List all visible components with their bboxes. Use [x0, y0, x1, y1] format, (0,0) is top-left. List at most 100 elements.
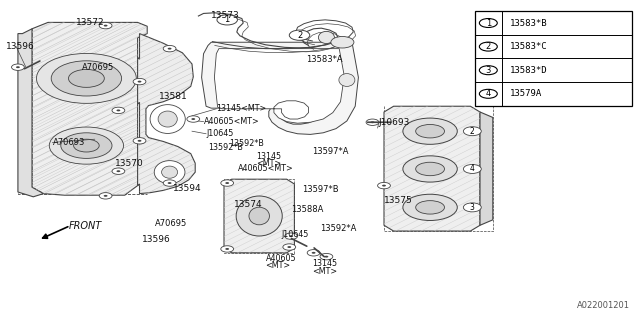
Text: 13596: 13596	[6, 42, 35, 51]
Circle shape	[479, 66, 497, 75]
Circle shape	[112, 107, 125, 114]
Text: 13573: 13573	[211, 11, 240, 20]
Circle shape	[283, 244, 296, 250]
Ellipse shape	[416, 201, 445, 214]
Circle shape	[225, 182, 229, 184]
Text: 13145: 13145	[312, 260, 337, 268]
Text: 13574: 13574	[234, 200, 262, 209]
Circle shape	[378, 182, 390, 189]
Text: 13596: 13596	[142, 235, 171, 244]
Text: 13572: 13572	[76, 18, 104, 27]
Circle shape	[163, 180, 176, 186]
Circle shape	[116, 170, 120, 172]
Text: 13583*D: 13583*D	[510, 66, 548, 75]
Text: 3: 3	[486, 66, 491, 75]
Circle shape	[307, 250, 320, 256]
Circle shape	[16, 66, 20, 68]
Circle shape	[138, 81, 141, 83]
Text: J10645: J10645	[282, 230, 309, 239]
Circle shape	[225, 248, 229, 250]
Circle shape	[133, 78, 146, 85]
Text: 4: 4	[486, 89, 491, 98]
Circle shape	[12, 64, 24, 70]
Text: 13579A: 13579A	[510, 89, 542, 98]
Text: 13594: 13594	[173, 184, 202, 193]
Text: 13570: 13570	[115, 159, 144, 168]
Polygon shape	[32, 22, 147, 195]
Circle shape	[187, 116, 200, 122]
Circle shape	[320, 253, 333, 260]
Circle shape	[331, 36, 354, 48]
Text: 13583*A: 13583*A	[306, 55, 342, 64]
Text: 13145<MT>: 13145<MT>	[216, 104, 267, 113]
Circle shape	[324, 256, 328, 258]
Polygon shape	[214, 49, 344, 123]
Circle shape	[479, 42, 497, 51]
Text: 13588A: 13588A	[291, 205, 324, 214]
Text: A40605: A40605	[266, 254, 296, 263]
Text: A40605<MT>: A40605<MT>	[204, 117, 259, 126]
Text: 1: 1	[486, 19, 491, 28]
Polygon shape	[138, 34, 195, 194]
Circle shape	[479, 89, 497, 98]
Ellipse shape	[319, 31, 334, 44]
Text: 13581: 13581	[159, 92, 188, 100]
Circle shape	[138, 140, 141, 142]
Circle shape	[112, 168, 125, 174]
Text: 13597*A: 13597*A	[312, 147, 349, 156]
Circle shape	[163, 45, 176, 52]
Text: 2: 2	[486, 42, 491, 51]
Text: FRONT: FRONT	[69, 220, 102, 231]
Text: J10693: J10693	[379, 118, 410, 127]
Ellipse shape	[403, 194, 458, 220]
Circle shape	[479, 19, 497, 28]
Circle shape	[221, 246, 234, 252]
Circle shape	[287, 246, 291, 248]
Circle shape	[168, 182, 172, 184]
Text: A70693: A70693	[52, 138, 85, 147]
Circle shape	[104, 195, 108, 197]
Circle shape	[51, 61, 122, 96]
Circle shape	[371, 121, 374, 123]
Ellipse shape	[416, 124, 445, 138]
Circle shape	[61, 133, 112, 158]
Text: 4: 4	[470, 164, 475, 173]
Circle shape	[99, 193, 112, 199]
Text: 1: 1	[225, 15, 230, 24]
FancyBboxPatch shape	[475, 11, 632, 106]
Polygon shape	[384, 106, 480, 231]
Text: <MT>: <MT>	[266, 261, 291, 270]
Polygon shape	[224, 179, 294, 253]
Circle shape	[366, 119, 379, 125]
Text: 13145: 13145	[256, 152, 281, 161]
Polygon shape	[202, 42, 358, 134]
Ellipse shape	[154, 161, 185, 184]
Text: 2: 2	[297, 31, 302, 40]
Circle shape	[104, 25, 108, 27]
Ellipse shape	[416, 162, 445, 176]
Ellipse shape	[162, 166, 178, 178]
Text: 13575: 13575	[384, 196, 413, 205]
Circle shape	[217, 15, 237, 25]
Text: A70695: A70695	[155, 219, 187, 228]
Circle shape	[285, 233, 298, 239]
Circle shape	[289, 235, 293, 237]
Text: A022001201: A022001201	[577, 301, 630, 310]
Text: A40605<MT>: A40605<MT>	[238, 164, 294, 173]
Circle shape	[312, 252, 316, 254]
Circle shape	[191, 118, 195, 120]
Text: 13583*B: 13583*B	[510, 19, 548, 28]
Circle shape	[133, 138, 146, 144]
Text: 2: 2	[470, 127, 475, 136]
Circle shape	[463, 164, 481, 173]
Ellipse shape	[150, 105, 186, 133]
Ellipse shape	[403, 156, 458, 182]
Ellipse shape	[249, 207, 269, 225]
Ellipse shape	[339, 74, 355, 86]
Circle shape	[68, 69, 104, 87]
Text: A70695: A70695	[82, 63, 114, 72]
Text: 3: 3	[470, 203, 475, 212]
Polygon shape	[480, 112, 493, 225]
Circle shape	[221, 180, 234, 186]
Circle shape	[116, 109, 120, 111]
